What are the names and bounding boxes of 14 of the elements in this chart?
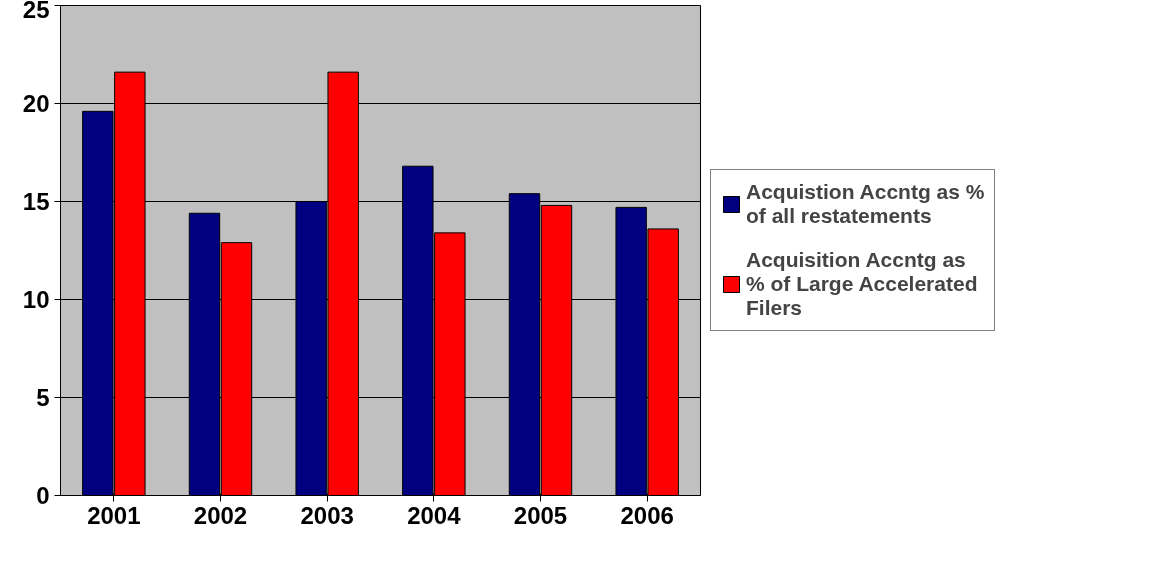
y-tick-label: 20 — [22, 90, 50, 117]
x-tick-label: 2004 — [407, 501, 462, 529]
x-tick-label: 2002 — [193, 501, 248, 529]
legend-label: Acquistion Accntg as % of all restatements — [746, 180, 985, 228]
x-tick-label: 2005 — [513, 501, 568, 529]
y-tick-label: 15 — [22, 188, 50, 215]
x-tick-label: 2006 — [620, 501, 674, 529]
y-tick-label: 10 — [22, 286, 50, 313]
y-tick-label: 5 — [36, 384, 50, 411]
y-tick-label: 25 — [22, 0, 50, 23]
x-tick-label: 2003 — [300, 501, 354, 529]
y-tick-label: 0 — [36, 482, 50, 509]
legend-label: Acquisition Accntg as % of Large Accelerated Filers — [746, 248, 978, 320]
x-tick-label: 2001 — [87, 501, 141, 529]
